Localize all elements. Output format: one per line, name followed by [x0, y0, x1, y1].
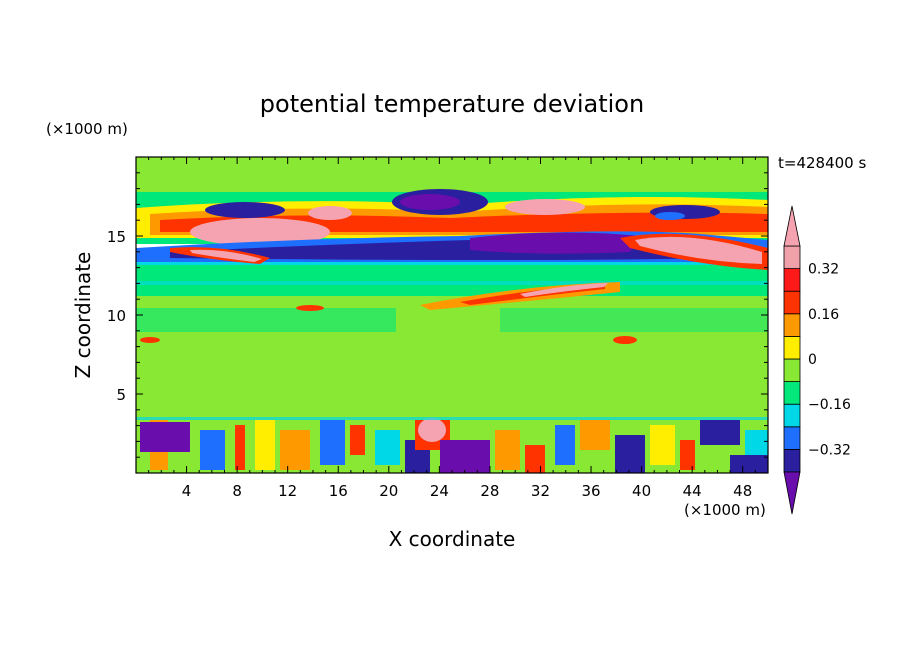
right-warm-lens-pink — [635, 236, 762, 264]
colorbar-extend-min — [783, 471, 801, 515]
filament-pink — [520, 283, 608, 297]
y-tick-label: 15 — [107, 228, 126, 246]
x-tick-label: 32 — [531, 482, 550, 500]
bl-red-4 — [525, 445, 545, 473]
x-unit-label: (×1000 m) — [684, 501, 766, 519]
bl-red-5 — [680, 440, 695, 470]
colorbar-bin — [783, 268, 801, 292]
bl-purple-1 — [140, 422, 190, 452]
time-label: t=428400 s — [778, 154, 866, 172]
x-tick-label: 36 — [581, 482, 600, 500]
x-tick-label: 4 — [182, 482, 192, 500]
x-tick-label: 12 — [278, 482, 297, 500]
bl-red-2 — [350, 425, 365, 455]
colorbar-tick-label: 0.16 — [808, 307, 839, 323]
bl-blue-6 — [730, 455, 768, 473]
colorbar-extend-max — [783, 205, 801, 247]
y-axis-label: Z coordinate — [71, 252, 95, 379]
band-mid-2 — [136, 308, 396, 332]
plot-area — [136, 157, 768, 473]
colorbar-bin — [783, 290, 801, 315]
colorbar-bin — [783, 313, 801, 337]
colorbar-bin — [783, 381, 801, 405]
bl-yellow-2 — [650, 425, 675, 465]
colorbar-bin — [783, 403, 801, 428]
x-tick-label: 40 — [632, 482, 651, 500]
cold-core-2b — [400, 194, 460, 210]
warm-patch-small-3 — [296, 305, 324, 311]
chart-title: potential temperature deviation — [260, 90, 644, 118]
layer-low-troposphere — [136, 330, 768, 418]
colorbar-tick-label: 0 — [808, 352, 817, 368]
bl-orange-3 — [495, 430, 520, 470]
y-unit-label: (×1000 m) — [46, 120, 128, 138]
x-tick-label: 8 — [232, 482, 242, 500]
warm-patch-small — [140, 337, 160, 343]
bl-blue-5 — [615, 435, 645, 473]
x-tick-label: 16 — [329, 482, 348, 500]
left-warm-lens-pink — [190, 249, 262, 262]
cold-core-1 — [205, 202, 285, 218]
colorbar-tick-label: −0.16 — [808, 397, 851, 413]
band-cyan — [136, 281, 768, 285]
bl-blue-2 — [320, 420, 345, 465]
bl-purple-3 — [700, 420, 740, 445]
bl-cyan-1 — [375, 430, 400, 465]
colorbar-bin — [783, 448, 801, 473]
pink-blob-3 — [308, 206, 352, 220]
bl-red-1 — [235, 425, 245, 470]
bl-orange-2 — [280, 430, 310, 470]
colorbar-tick-label: −0.32 — [808, 442, 851, 458]
bl-orange-4 — [580, 420, 610, 450]
x-tick-label: 20 — [379, 482, 398, 500]
band-mid-3 — [500, 308, 768, 332]
x-tick-label: 44 — [683, 482, 702, 500]
colorbar-bin — [783, 426, 801, 450]
bl-blue-4 — [555, 425, 575, 465]
pink-blob-1 — [190, 218, 330, 246]
x-tick-label: 28 — [480, 482, 499, 500]
colorbar-bin — [783, 358, 801, 383]
x-axis-label: X coordinate — [389, 527, 516, 551]
bl-blue-1 — [200, 430, 225, 470]
x-tick-label: 48 — [733, 482, 752, 500]
y-tick-label: 10 — [107, 307, 126, 325]
cold-core-4 — [655, 212, 685, 220]
colorbar: 0.32 0.16 0 −0.16 −0.32 — [783, 205, 851, 515]
x-tick-label: 24 — [430, 482, 449, 500]
bl-purple-2 — [440, 440, 490, 473]
cold-band-cyan-edge — [136, 262, 768, 265]
y-tick-label: 5 — [116, 386, 126, 404]
y-axis: 5 10 15 — [107, 172, 768, 458]
warm-patch-small-2 — [613, 336, 637, 344]
colorbar-bin — [783, 335, 801, 360]
cold-band-core — [470, 232, 640, 254]
bl-pink-1 — [418, 418, 446, 442]
x-axis: 4 8 12 16 20 24 28 32 36 40 44 48 — [148, 157, 756, 500]
pink-blob-2 — [505, 199, 585, 215]
colorbar-tick-label: 0.32 — [808, 262, 839, 278]
bl-yellow-1 — [255, 420, 275, 470]
colorbar-bin — [783, 245, 801, 270]
cyan-line-top — [136, 417, 768, 420]
